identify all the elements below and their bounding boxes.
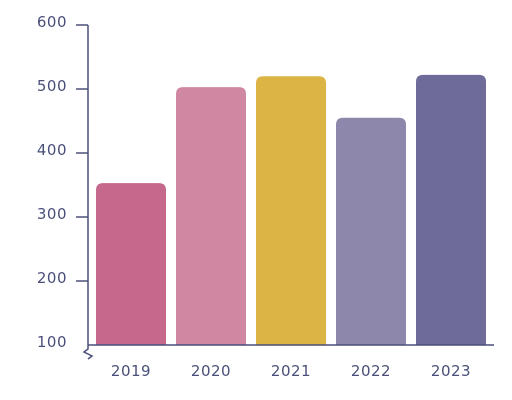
bar-2019 <box>96 183 166 345</box>
x-ticks-group: 2019 2020 2021 2022 2023 <box>111 362 471 380</box>
y-tick-label-200: 200 <box>37 269 67 287</box>
y-tick-label-100: 100 <box>37 333 67 351</box>
x-tick-label-2019: 2019 <box>111 362 151 380</box>
y-ticks-group: 100 200 300 400 500 600 <box>37 13 88 351</box>
x-tick-label-2023: 2023 <box>431 362 471 380</box>
x-tick-label-2021: 2021 <box>271 362 311 380</box>
y-tick-label-300: 300 <box>37 205 67 223</box>
bar-2023 <box>416 74 486 346</box>
y-axis-break-mark <box>82 343 94 360</box>
x-tick-label-2020: 2020 <box>191 362 231 380</box>
x-tick-label-2022: 2022 <box>351 362 391 380</box>
bars-group <box>96 74 486 346</box>
y-tick-label-400: 400 <box>37 141 67 159</box>
y-tick-label-600: 600 <box>37 13 67 31</box>
bar-2020 <box>176 87 246 345</box>
axes-group <box>82 25 494 360</box>
bar-2022 <box>336 117 406 345</box>
y-tick-label-500: 500 <box>37 77 67 95</box>
bar-2021 <box>256 76 326 345</box>
